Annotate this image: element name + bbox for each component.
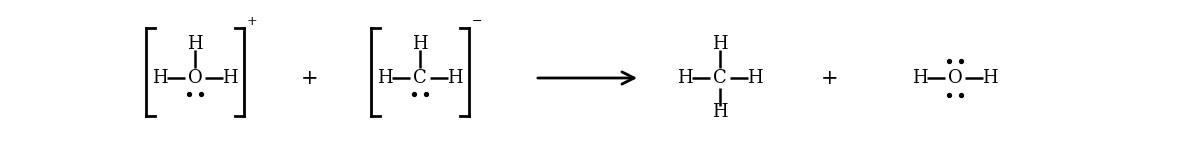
- Text: H: H: [748, 69, 763, 87]
- Text: O: O: [948, 69, 962, 87]
- Text: H: H: [448, 69, 463, 87]
- Text: H: H: [712, 103, 728, 121]
- Text: H: H: [412, 35, 428, 53]
- Text: H: H: [912, 69, 928, 87]
- Text: −: −: [472, 15, 482, 28]
- Text: H: H: [187, 35, 203, 53]
- Text: H: H: [982, 69, 998, 87]
- Text: H: H: [377, 69, 392, 87]
- Text: H: H: [222, 69, 238, 87]
- Text: H: H: [712, 35, 728, 53]
- Text: C: C: [713, 69, 727, 87]
- Text: +: +: [821, 68, 839, 88]
- Text: H: H: [677, 69, 692, 87]
- Text: H: H: [152, 69, 168, 87]
- Text: O: O: [187, 69, 203, 87]
- Text: +: +: [301, 68, 319, 88]
- Text: +: +: [247, 15, 258, 28]
- Text: C: C: [413, 69, 427, 87]
